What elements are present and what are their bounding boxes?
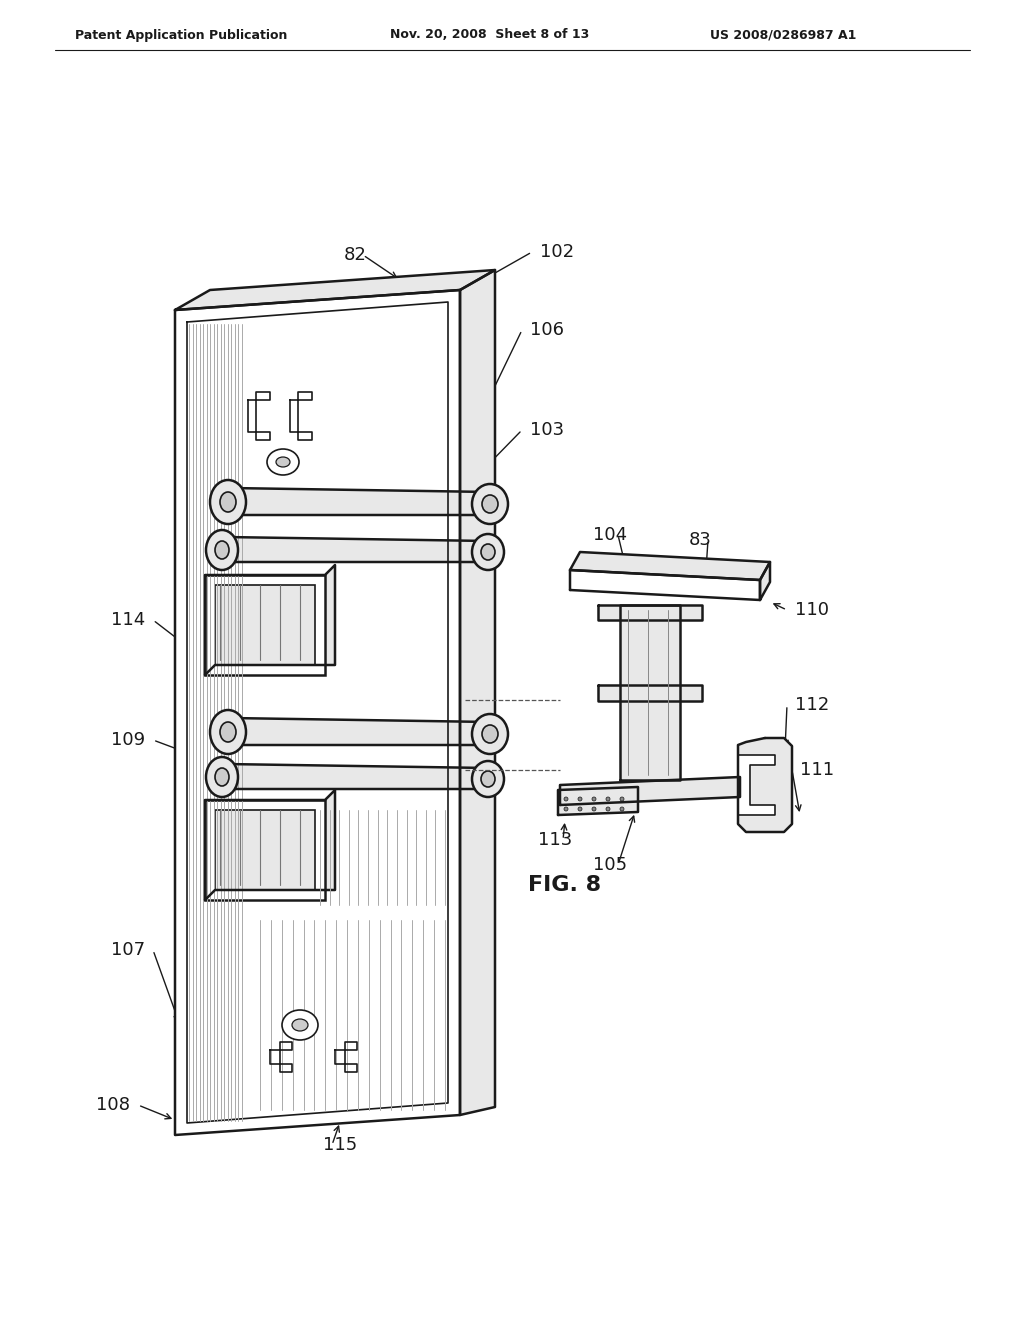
Ellipse shape (482, 495, 498, 513)
Text: 115: 115 (323, 1137, 357, 1154)
Text: 82: 82 (344, 246, 367, 264)
Polygon shape (248, 392, 270, 440)
Text: 107: 107 (111, 941, 145, 960)
Ellipse shape (472, 484, 508, 524)
Ellipse shape (481, 771, 495, 787)
Ellipse shape (592, 807, 596, 810)
Text: Nov. 20, 2008  Sheet 8 of 13: Nov. 20, 2008 Sheet 8 of 13 (390, 29, 589, 41)
Text: 104: 104 (593, 525, 627, 544)
Ellipse shape (564, 807, 568, 810)
Text: 83: 83 (688, 531, 712, 549)
Ellipse shape (292, 1019, 308, 1031)
Text: 111: 111 (800, 762, 835, 779)
Polygon shape (560, 777, 740, 805)
Ellipse shape (564, 797, 568, 801)
Polygon shape (205, 565, 335, 675)
Polygon shape (738, 755, 775, 814)
Text: 102: 102 (540, 243, 574, 261)
Polygon shape (175, 271, 495, 310)
Text: 112: 112 (795, 696, 829, 714)
Polygon shape (460, 271, 495, 1115)
Polygon shape (205, 789, 335, 900)
Ellipse shape (578, 807, 582, 810)
Ellipse shape (282, 1010, 318, 1040)
Ellipse shape (472, 535, 504, 570)
Ellipse shape (220, 492, 236, 512)
Text: 103: 103 (530, 421, 564, 440)
Polygon shape (760, 562, 770, 601)
Text: Patent Application Publication: Patent Application Publication (75, 29, 288, 41)
Polygon shape (290, 392, 312, 440)
Polygon shape (220, 718, 490, 744)
Text: 105: 105 (593, 855, 627, 874)
Text: 113: 113 (538, 832, 572, 849)
Text: 109: 109 (111, 731, 145, 748)
Ellipse shape (620, 807, 624, 810)
Ellipse shape (472, 762, 504, 797)
Polygon shape (187, 302, 449, 1123)
Ellipse shape (606, 807, 610, 810)
Polygon shape (620, 605, 680, 780)
Polygon shape (335, 1041, 357, 1072)
Polygon shape (598, 685, 702, 701)
Ellipse shape (210, 480, 246, 524)
Bar (215, 810, 315, 890)
Bar (205, 800, 325, 900)
Text: US 2008/0286987 A1: US 2008/0286987 A1 (710, 29, 856, 41)
Ellipse shape (206, 531, 238, 570)
Text: 106: 106 (530, 321, 564, 339)
Bar (205, 576, 325, 675)
Ellipse shape (220, 722, 236, 742)
Ellipse shape (276, 457, 290, 467)
Polygon shape (220, 488, 490, 515)
Polygon shape (558, 787, 638, 814)
Polygon shape (270, 1041, 292, 1072)
Polygon shape (570, 570, 760, 601)
Ellipse shape (482, 725, 498, 743)
Bar (215, 585, 315, 665)
Ellipse shape (606, 797, 610, 801)
Polygon shape (215, 537, 488, 562)
Polygon shape (598, 605, 702, 620)
Ellipse shape (215, 768, 229, 785)
Ellipse shape (267, 449, 299, 475)
Ellipse shape (592, 797, 596, 801)
Ellipse shape (620, 797, 624, 801)
Polygon shape (738, 738, 792, 832)
Text: 114: 114 (111, 611, 145, 630)
Polygon shape (215, 764, 488, 789)
Ellipse shape (206, 756, 238, 797)
Text: 110: 110 (795, 601, 829, 619)
Ellipse shape (215, 541, 229, 558)
Polygon shape (175, 290, 460, 1135)
Text: FIG. 8: FIG. 8 (528, 875, 601, 895)
Ellipse shape (210, 710, 246, 754)
Text: 108: 108 (96, 1096, 130, 1114)
Ellipse shape (481, 544, 495, 560)
Ellipse shape (472, 714, 508, 754)
Polygon shape (570, 552, 770, 579)
Ellipse shape (578, 797, 582, 801)
